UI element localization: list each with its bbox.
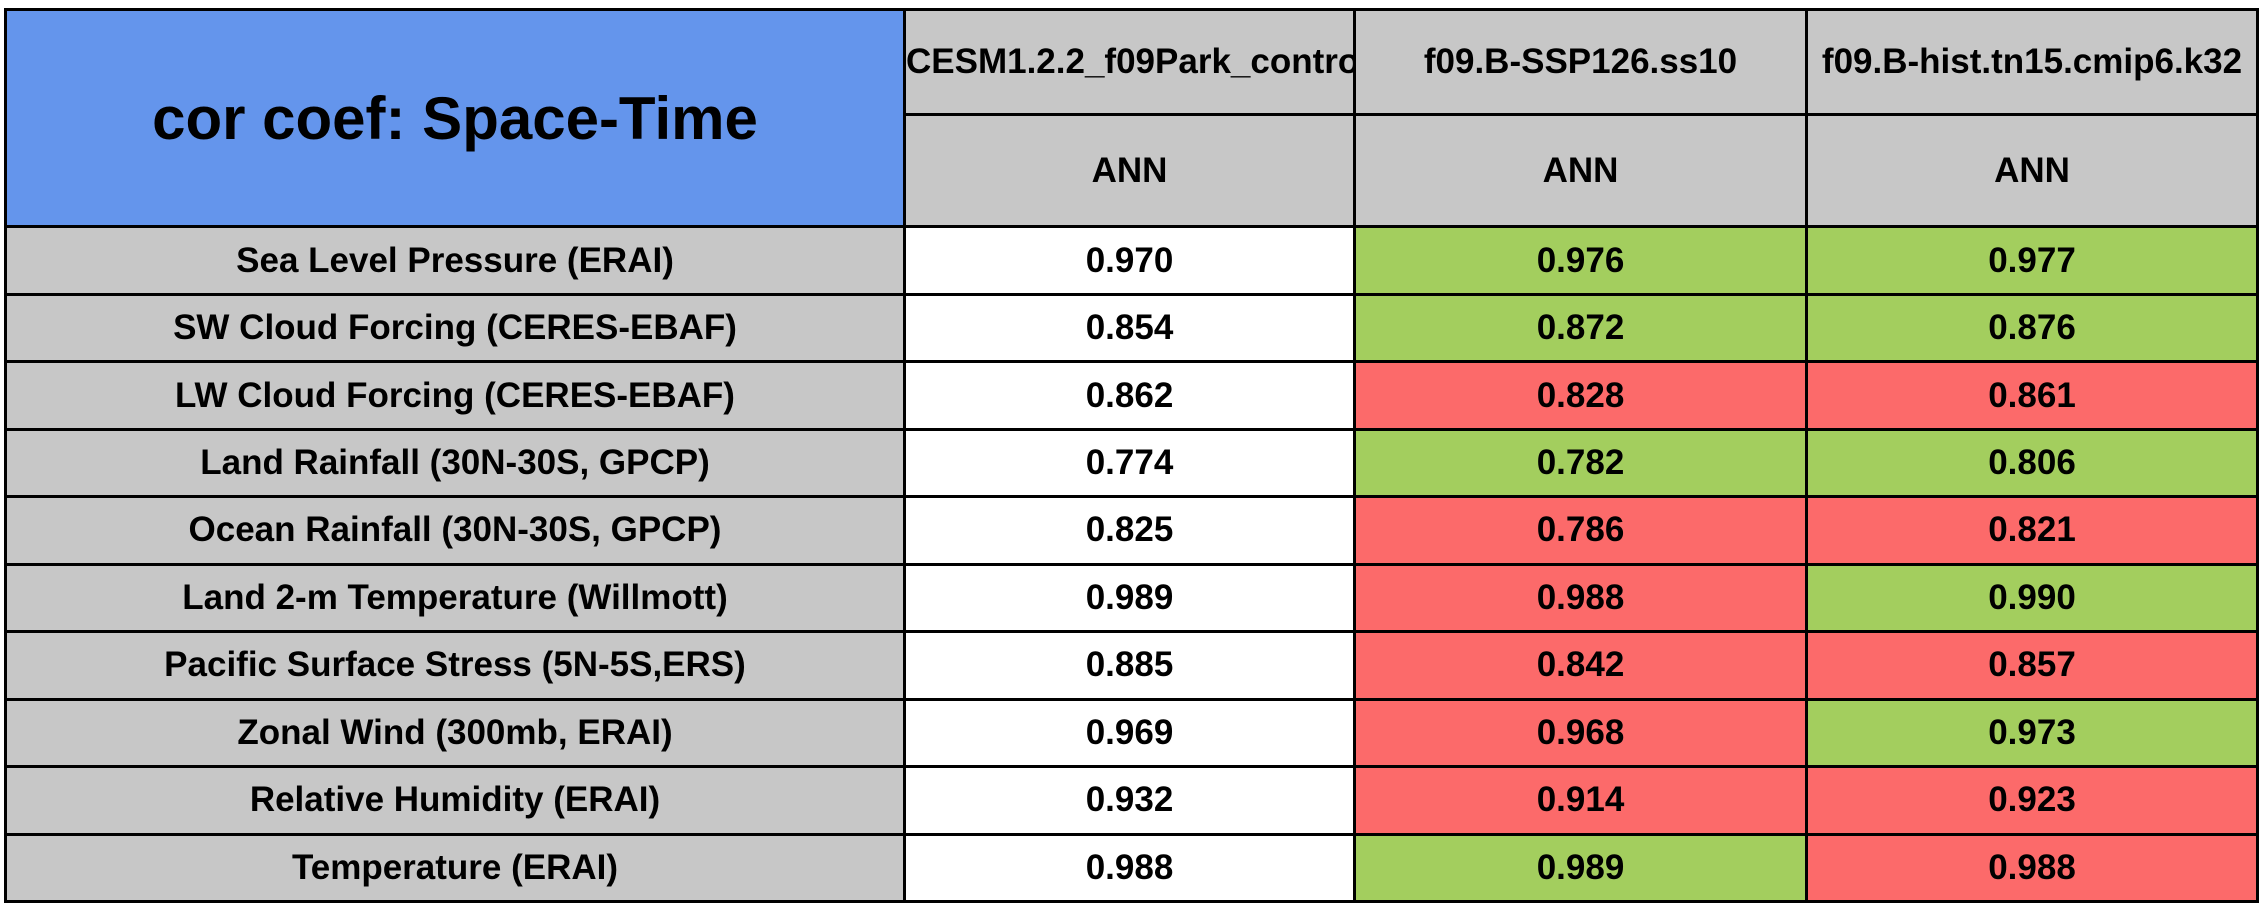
table-row: SW Cloud Forcing (CERES-EBAF) 0.854 0.872 0… [4,292,2259,364]
value-cell: 0.876 [1805,292,2259,364]
row-label-cell: Land 2-m Temperature (Willmott) [4,562,906,634]
value-cell: 0.923 [1805,765,2259,836]
row-label-cell: SW Cloud Forcing (CERES-EBAF) [4,292,906,364]
value-cell: 0.857 [1805,630,2259,701]
value-cell: 0.988 [903,832,1356,904]
row-label-cell: Land Rainfall (30N-30S, GPCP) [4,427,906,499]
row-label-cell: Zonal Wind (300mb, ERAI) [4,697,906,769]
season-header-cell-1: ANN [903,112,1356,229]
value-cell: 0.968 [1353,697,1808,769]
table-row: Temperature (ERAI) 0.988 0.989 0.988 [4,832,2259,904]
model-header-cell-2: f09.B-SSP126.ss10 [1353,8,1808,116]
value-cell: 0.786 [1353,495,1808,566]
table-row: LW Cloud Forcing (CERES-EBAF) 0.862 0.828 0… [4,360,2259,431]
value-cell: 0.988 [1805,832,2259,904]
value-cell: 0.970 [903,225,1356,296]
season-header-cell-3: ANN [1805,112,2259,229]
model-header-cell-3: f09.B-hist.tn15.cmip6.k32 [1805,8,2259,116]
table-row: Land Rainfall (30N-30S, GPCP) 0.774 0.782 0… [4,427,2259,499]
correlation-table-figure: cor coef: Space-Time CESM1.2.2_f09Park_c… [4,7,2259,904]
season-header-row: ANN ANN ANN [6,112,2259,229]
value-cell: 0.774 [903,427,1356,499]
value-cell: 0.973 [1805,697,2259,769]
value-cell: 0.932 [903,765,1356,836]
value-cell: 0.885 [903,630,1356,701]
value-cell: 0.821 [1805,495,2259,566]
value-cell: 0.854 [903,292,1356,364]
row-label-cell: LW Cloud Forcing (CERES-EBAF) [4,360,906,431]
row-label-cell: Ocean Rainfall (30N-30S, GPCP) [4,495,906,566]
value-cell: 0.872 [1353,292,1808,364]
value-cell: 0.976 [1353,225,1808,296]
value-cell: 0.988 [1353,562,1808,634]
model-header-row: cor coef: Space-Time CESM1.2.2_f09Park_c… [4,7,2259,229]
table-row: Relative Humidity (ERAI) 0.932 0.914 0.923 [4,765,2259,836]
table-row: Land 2-m Temperature (Willmott) 0.989 0.98… [4,562,2259,634]
value-cell: 0.861 [1805,360,2259,431]
row-label-cell: Sea Level Pressure (ERAI) [4,225,906,296]
value-cell: 0.806 [1805,427,2259,499]
row-label-cell: Temperature (ERAI) [4,832,906,904]
value-cell: 0.782 [1353,427,1808,499]
table-row: Sea Level Pressure (ERAI) 0.970 0.976 0.977 [4,225,2259,296]
table-row: Pacific Surface Stress (5N-5S,ERS) 0.885 0… [4,630,2259,701]
table-title-cell: cor coef: Space-Time [4,7,906,229]
value-cell: 0.989 [903,562,1356,634]
model-header-cell-1: CESM1.2.2_f09Park_control [903,8,1356,116]
value-cell: 0.825 [903,495,1356,566]
value-cell: 0.990 [1805,562,2259,634]
row-label-cell: Relative Humidity (ERAI) [4,765,906,836]
season-header-cell-2: ANN [1353,112,1808,229]
row-label-cell: Pacific Surface Stress (5N-5S,ERS) [4,630,906,701]
value-cell: 0.969 [903,697,1356,769]
value-cell: 0.989 [1353,832,1808,904]
value-cell: 0.914 [1353,765,1808,836]
value-cell: 0.862 [903,360,1356,431]
value-cell: 0.828 [1353,360,1808,431]
cor-coef-table: cor coef: Space-Time CESM1.2.2_f09Park_c… [4,7,2259,904]
table-row: Ocean Rainfall (30N-30S, GPCP) 0.825 0.786… [4,495,2259,566]
table-row: Zonal Wind (300mb, ERAI) 0.969 0.968 0.973 [4,697,2259,769]
value-cell: 0.977 [1805,225,2259,296]
value-cell: 0.842 [1353,630,1808,701]
